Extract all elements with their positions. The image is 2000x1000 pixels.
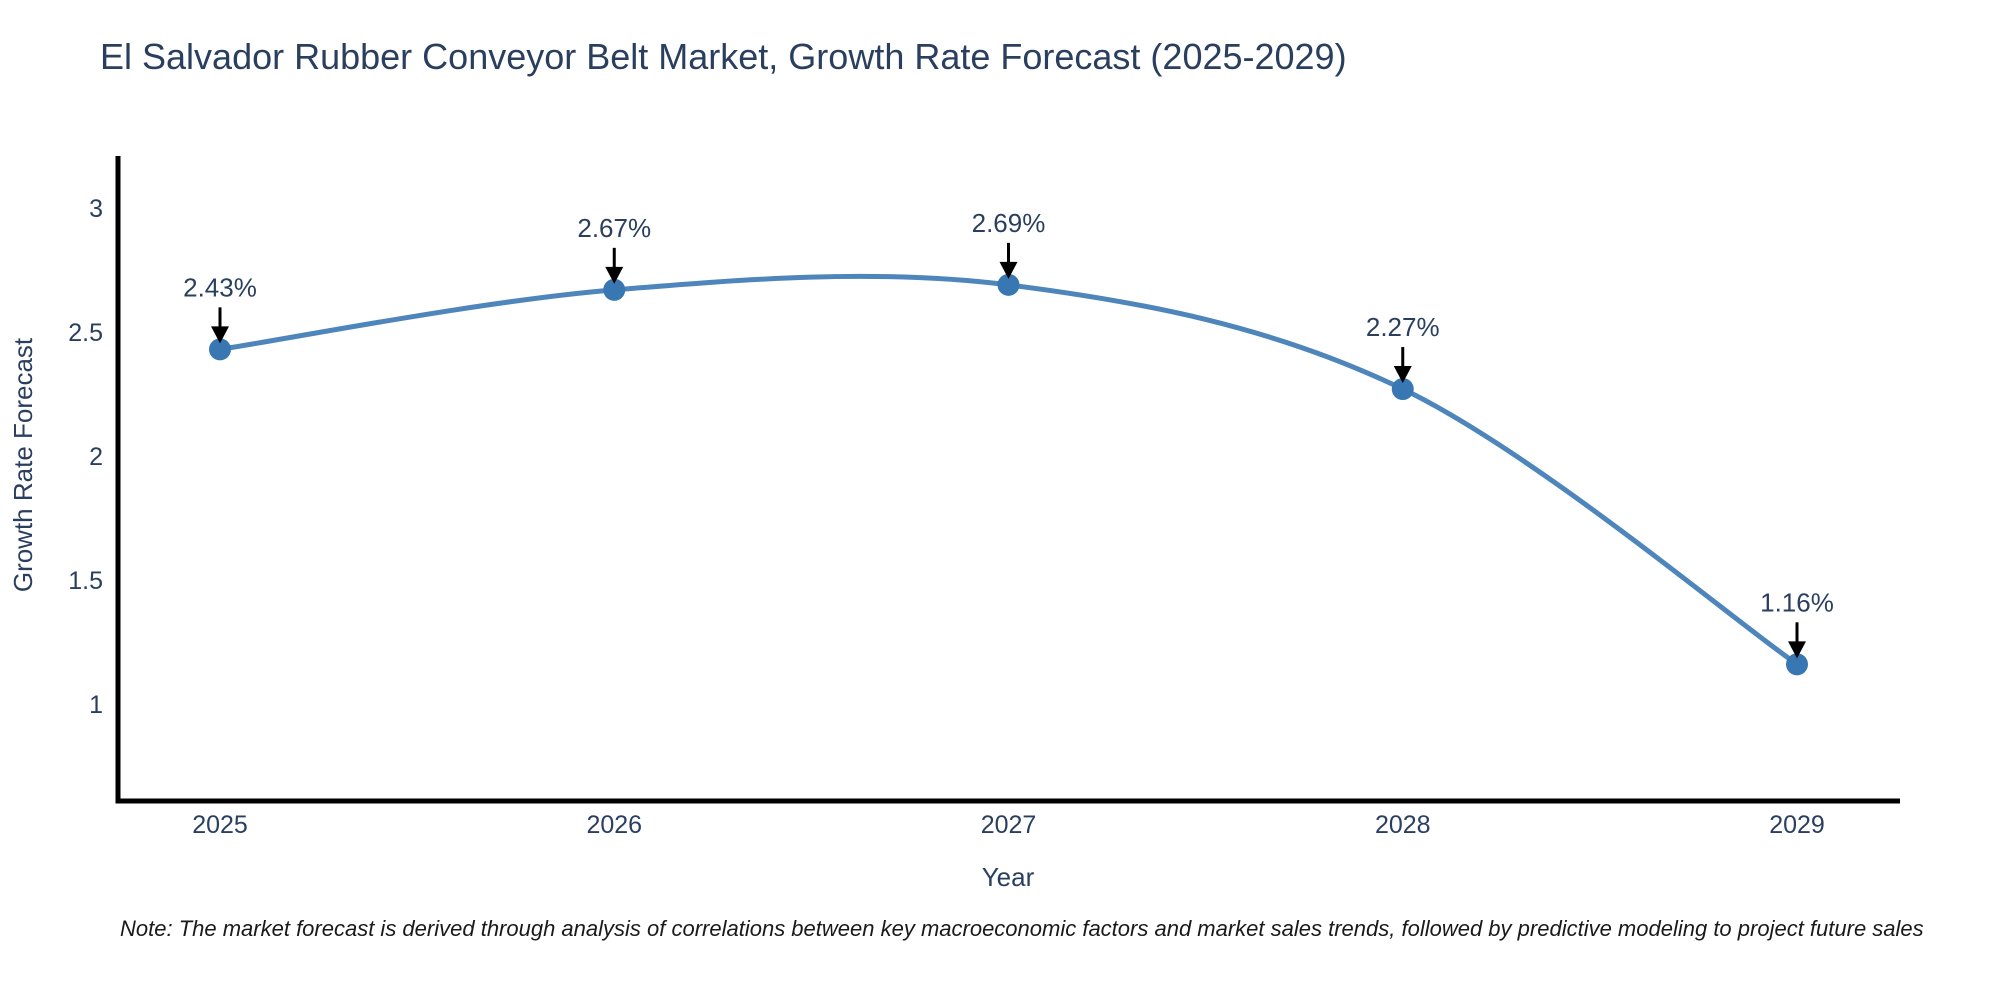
annotation-arrowhead — [1393, 366, 1412, 384]
y-tick-label: 1.5 — [68, 567, 103, 595]
data-point-annotations: 2.43% 2.67% 2.69% 2.27% 1.16% — [183, 208, 1834, 659]
y-axis-title: Growth Rate Forecast — [8, 337, 38, 592]
annotation-arrowhead — [211, 326, 229, 344]
data-point-value-label: 2.27% — [1366, 312, 1440, 342]
data-point-annotation: 2.43% — [183, 272, 257, 344]
y-tick-label: 2 — [89, 443, 103, 471]
x-tick-label: 2029 — [1769, 811, 1825, 839]
data-point-value-label: 2.69% — [972, 208, 1046, 238]
x-tick-label: 2028 — [1375, 811, 1431, 839]
axes — [115, 156, 1900, 804]
data-point-value-label: 2.43% — [183, 272, 257, 302]
data-point-marker — [997, 273, 1020, 296]
y-tick-label: 2.5 — [68, 319, 103, 347]
data-point-marker — [1786, 653, 1808, 676]
data-point-annotation: 2.69% — [972, 208, 1046, 279]
y-axis-tick-labels: 1 1.5 2 2.5 3 — [68, 195, 103, 719]
annotation-arrowhead — [605, 266, 624, 284]
data-point-value-label: 2.67% — [577, 213, 651, 243]
x-tick-label: 2026 — [586, 811, 642, 839]
annotation-arrowhead — [1788, 641, 1806, 659]
footnote: Note: The market forecast is derived thr… — [120, 916, 1924, 941]
chart-title: El Salvador Rubber Conveyor Belt Market,… — [100, 36, 1347, 77]
y-tick-label: 1 — [89, 691, 103, 719]
data-point-markers — [209, 273, 1808, 676]
x-tick-label: 2027 — [981, 811, 1037, 839]
x-axis-tick-labels: 2025 2026 2027 2028 2029 — [192, 811, 1825, 839]
data-point-marker — [603, 278, 626, 301]
data-point-marker — [1391, 378, 1414, 401]
data-point-annotation: 2.27% — [1366, 312, 1440, 384]
data-point-annotation: 1.16% — [1760, 587, 1834, 659]
annotation-arrowhead — [999, 261, 1018, 279]
x-axis-title: Year — [982, 862, 1035, 892]
data-point-value-label: 1.16% — [1760, 587, 1834, 617]
data-point-marker — [209, 338, 231, 361]
data-point-annotation: 2.67% — [577, 213, 651, 284]
y-tick-label: 3 — [89, 195, 103, 223]
x-tick-label: 2025 — [192, 811, 248, 839]
series-line — [217, 273, 1800, 667]
